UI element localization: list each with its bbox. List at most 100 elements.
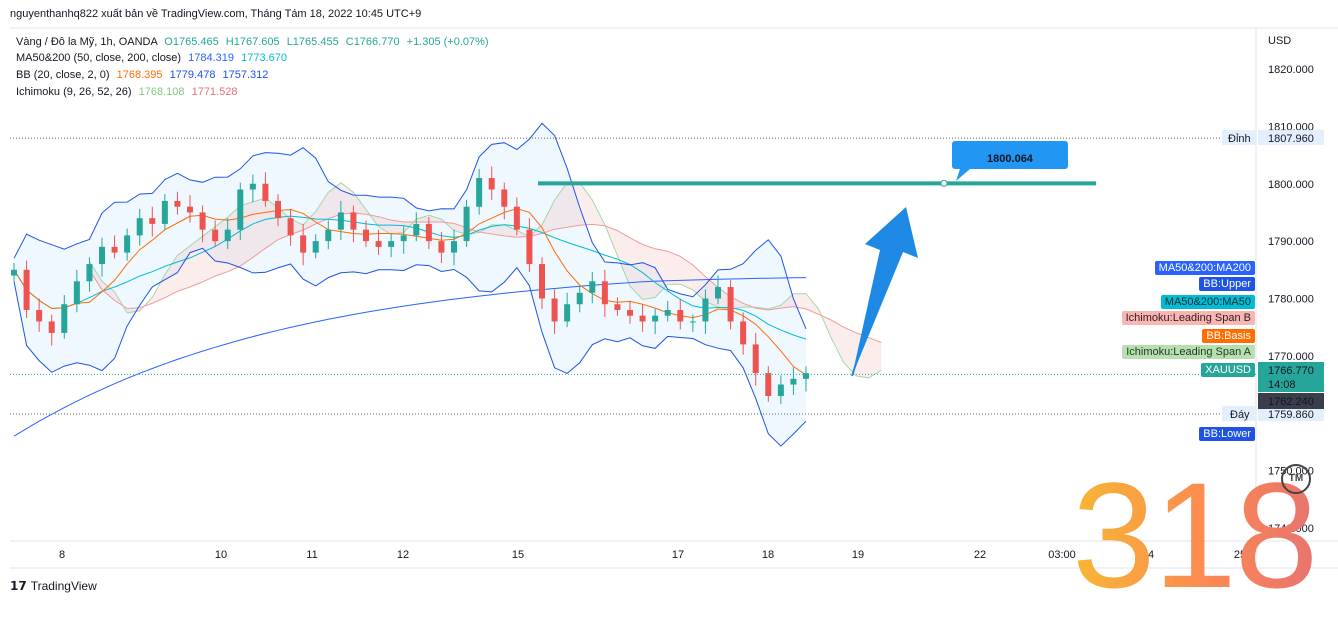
change-value: +1.305 (+0.07%)	[406, 36, 489, 48]
candle-body[interactable]	[111, 246, 118, 253]
candle-body[interactable]	[539, 264, 545, 299]
tag-ma200: MA50&200:MA200	[1154, 261, 1255, 275]
candle-body[interactable]	[136, 218, 143, 236]
candle-body[interactable]	[61, 304, 68, 333]
candle-body[interactable]	[689, 321, 696, 323]
candle-body[interactable]	[551, 298, 558, 322]
candle-body[interactable]	[702, 298, 709, 322]
candle-body[interactable]	[501, 189, 508, 207]
candle-body[interactable]	[425, 223, 432, 242]
symbol-label[interactable]: Vàng / Đô la Mỹ, 1h, OANDA	[16, 36, 158, 48]
leading-span-b-line	[88, 212, 882, 343]
bb-upper-value: 1779.478	[169, 69, 216, 81]
tag-span-b: Ichimoku:Leading Span B	[1121, 311, 1255, 325]
legend-bb-row[interactable]: BB (20, close, 2, 0) 1768.395 1779.478 1…	[16, 69, 268, 81]
candle-body[interactable]	[627, 309, 633, 316]
target-anchor[interactable]	[940, 179, 948, 187]
low-tag-label: Đáy	[1230, 409, 1250, 421]
candle-body[interactable]	[727, 287, 734, 322]
candle-body[interactable]	[11, 269, 17, 276]
candle-body[interactable]	[765, 373, 772, 397]
target-callout-bubble[interactable]	[952, 141, 1068, 181]
candle-body[interactable]	[224, 229, 231, 242]
tag-xauusd: XAUUSD	[1201, 363, 1255, 377]
legend-ichimoku-row[interactable]: Ichimoku (9, 26, 52, 26) 1768.108 1771.5…	[16, 86, 237, 98]
candle-body[interactable]	[275, 200, 281, 219]
candle-body[interactable]	[790, 378, 797, 385]
y-tick-label: 1740.000	[1268, 523, 1314, 535]
candle-body[interactable]	[476, 178, 483, 207]
low-value-label: 1759.860	[1268, 409, 1314, 421]
tag-bb-upper: BB:Upper	[1199, 277, 1255, 291]
candle-body[interactable]	[526, 229, 533, 265]
candle-body[interactable]	[752, 344, 759, 374]
candle-body[interactable]	[36, 309, 43, 322]
bb-upper-line	[13, 122, 807, 329]
candle-body[interactable]	[187, 206, 193, 213]
candle-body[interactable]	[48, 321, 55, 333]
candle-body[interactable]	[325, 229, 332, 242]
bb-lower-value: 1757.312	[222, 69, 269, 81]
candle-body[interactable]	[576, 292, 583, 305]
candle-body[interactable]	[451, 241, 457, 253]
candle-body[interactable]	[715, 287, 721, 299]
candle-body[interactable]	[363, 229, 369, 242]
trademark-icon: TM	[1281, 464, 1311, 494]
candle-body[interactable]	[262, 183, 269, 201]
candle-body[interactable]	[350, 212, 357, 230]
candle-body[interactable]	[463, 206, 470, 242]
candle-body[interactable]	[300, 235, 307, 253]
price-chart[interactable]: USD1820.0001810.0001800.0001790.0001780.…	[0, 0, 1338, 604]
candle-body[interactable]	[664, 309, 671, 316]
candle-body[interactable]	[652, 315, 659, 322]
bb-basis-line	[13, 208, 807, 376]
x-tick-label: 19	[852, 549, 864, 561]
candle-body[interactable]	[99, 246, 105, 265]
candle-body[interactable]	[677, 309, 684, 322]
candle-body[interactable]	[337, 212, 344, 230]
x-tick-label: 12	[397, 549, 409, 561]
open-value: O1765.465	[164, 36, 219, 48]
candle-body[interactable]	[388, 241, 395, 247]
candle-body[interactable]	[488, 178, 495, 190]
candle-body[interactable]	[589, 281, 596, 293]
candle-body[interactable]	[639, 315, 646, 322]
y-tick-label: 1780.000	[1268, 294, 1314, 306]
span-b-value: 1771.528	[191, 86, 238, 98]
span-a-value: 1768.108	[138, 86, 185, 98]
x-tick-label: 8	[59, 549, 65, 561]
candle-body[interactable]	[124, 235, 131, 253]
target-callout-label: 1800.064	[987, 153, 1034, 165]
candle-body[interactable]	[413, 223, 420, 236]
candle-body[interactable]	[438, 241, 445, 253]
candle-body[interactable]	[237, 189, 244, 230]
high-value-bg	[1258, 130, 1324, 146]
ma-label: MA50&200 (50, close, 200, close)	[16, 52, 182, 64]
candle-body[interactable]	[400, 235, 407, 242]
candle-body[interactable]	[212, 229, 219, 242]
watermark-number: 318	[1072, 451, 1318, 619]
candle-body[interactable]	[23, 269, 30, 310]
candle-body[interactable]	[86, 264, 93, 282]
candle-body[interactable]	[199, 212, 206, 230]
candle-body[interactable]	[564, 304, 571, 322]
candle-body[interactable]	[803, 373, 809, 379]
candle-body[interactable]	[601, 281, 608, 305]
candle-body[interactable]	[777, 384, 784, 397]
candle-body[interactable]	[149, 218, 156, 224]
last-price-label: 1766.770	[1268, 365, 1314, 377]
candle-body[interactable]	[287, 218, 294, 236]
legend-ma-row[interactable]: MA50&200 (50, close, 200, close) 1784.31…	[16, 52, 287, 64]
candle-body[interactable]	[614, 304, 621, 310]
candle-body[interactable]	[740, 321, 747, 345]
bb-fill	[14, 123, 806, 447]
tag-bb-basis: BB:Basis	[1202, 329, 1255, 343]
footer-brand[interactable]: 𝟭𝟳 TradingView	[10, 579, 97, 593]
candle-body[interactable]	[249, 183, 256, 190]
candle-body[interactable]	[312, 241, 319, 253]
candle-body[interactable]	[513, 206, 520, 230]
candle-body[interactable]	[375, 241, 382, 247]
candle-body[interactable]	[73, 281, 80, 305]
candle-body[interactable]	[161, 200, 168, 224]
candle-body[interactable]	[174, 200, 181, 207]
